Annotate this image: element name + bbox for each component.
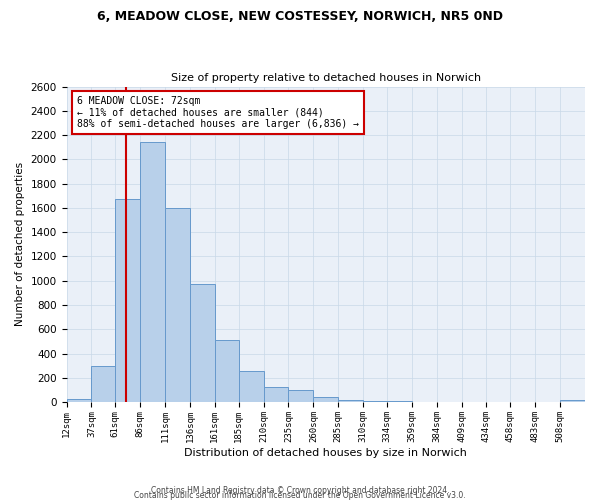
Text: 6 MEADOW CLOSE: 72sqm
← 11% of detached houses are smaller (844)
88% of semi-det: 6 MEADOW CLOSE: 72sqm ← 11% of detached … xyxy=(77,96,359,129)
Bar xyxy=(140,142,165,402)
Bar xyxy=(115,200,140,402)
Bar xyxy=(215,340,239,402)
Title: Size of property relative to detached houses in Norwich: Size of property relative to detached ho… xyxy=(171,73,481,83)
Y-axis label: Number of detached properties: Number of detached properties xyxy=(15,162,25,326)
Bar xyxy=(239,371,263,402)
Bar xyxy=(67,399,91,402)
Text: 6, MEADOW CLOSE, NEW COSTESSEY, NORWICH, NR5 0ND: 6, MEADOW CLOSE, NEW COSTESSEY, NORWICH,… xyxy=(97,10,503,23)
Bar xyxy=(263,387,289,402)
Bar xyxy=(338,400,363,402)
Text: Contains HM Land Registry data © Crown copyright and database right 2024.: Contains HM Land Registry data © Crown c… xyxy=(151,486,449,495)
Bar xyxy=(560,400,585,402)
Bar xyxy=(165,208,190,402)
Bar xyxy=(91,366,115,402)
Bar xyxy=(190,284,215,402)
Bar xyxy=(313,397,338,402)
Text: Contains public sector information licensed under the Open Government Licence v3: Contains public sector information licen… xyxy=(134,490,466,500)
Bar xyxy=(289,390,313,402)
X-axis label: Distribution of detached houses by size in Norwich: Distribution of detached houses by size … xyxy=(184,448,467,458)
